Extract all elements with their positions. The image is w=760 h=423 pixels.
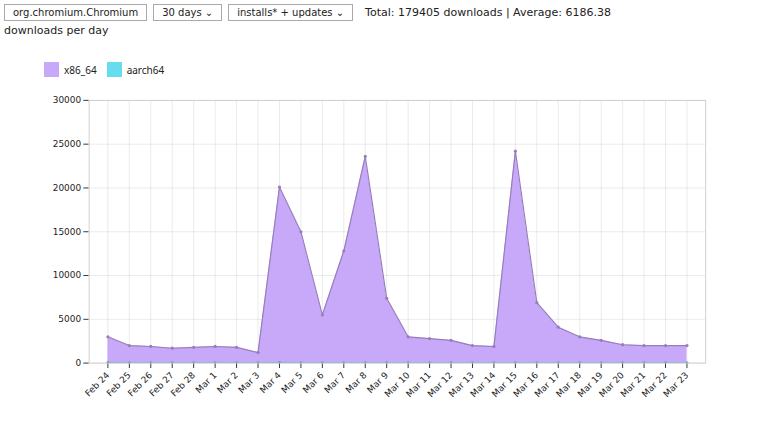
svg-text:Feb 26: Feb 26 (125, 370, 155, 399)
svg-text:Mar 18: Mar 18 (554, 370, 584, 399)
svg-text:Mar 13: Mar 13 (446, 370, 476, 399)
svg-text:Mar 16: Mar 16 (511, 370, 541, 399)
html-text:org.chromium.Chromium: org.chromium.Chromium (13, 7, 139, 18)
svg-text:Mar 4: Mar 4 (258, 370, 283, 395)
svg-text:0: 0 (75, 358, 81, 368)
html-text:installs* + updates ⌄: installs* + updates ⌄ (237, 7, 345, 18)
svg-text:Mar 6: Mar 6 (301, 370, 326, 395)
html-text:downloads per day: downloads per day (4, 24, 109, 37)
svg-text:15000: 15000 (53, 227, 82, 237)
svg-text:5000: 5000 (58, 314, 81, 324)
svg-text:Mar 14: Mar 14 (468, 370, 498, 399)
svg-text:Mar 17: Mar 17 (532, 370, 562, 399)
svg-text:Mar 10: Mar 10 (382, 370, 412, 399)
svg-text:Mar 21: Mar 21 (618, 370, 648, 399)
svg-text:Mar 22: Mar 22 (639, 370, 669, 399)
svg-text:Mar 1: Mar 1 (194, 370, 219, 395)
svg-text:Feb 25: Feb 25 (104, 370, 133, 399)
svg-text:Mar 2: Mar 2 (215, 370, 240, 395)
svg-text:20000: 20000 (53, 183, 82, 193)
svg-text:25000: 25000 (53, 139, 82, 149)
svg-text:Mar 5: Mar 5 (279, 370, 304, 395)
html-text:aarch64: aarch64 (126, 62, 165, 77)
svg-text:Feb 24: Feb 24 (83, 370, 112, 399)
svg-text:Mar 19: Mar 19 (575, 370, 605, 399)
svg-text:30000: 30000 (53, 95, 82, 105)
svg-text:Mar 20: Mar 20 (597, 370, 626, 399)
svg-text:Feb 27: Feb 27 (147, 370, 176, 399)
svg-text:10000: 10000 (53, 270, 82, 280)
html-text:Total: 179405 downloads | Aver: Total: 179405 downloads | Average: 6186.… (365, 6, 611, 19)
html-text:30 days ⌄: 30 days ⌄ (162, 7, 214, 18)
svg-text:Mar 3: Mar 3 (236, 370, 261, 395)
svg-text:Mar 7: Mar 7 (322, 370, 347, 395)
svg-text:Mar 23: Mar 23 (661, 370, 690, 399)
svg-text:Mar 9: Mar 9 (365, 370, 391, 395)
svg-text:Feb 28: Feb 28 (169, 370, 198, 399)
svg-text:Mar 11: Mar 11 (404, 370, 433, 399)
svg-text:Mar 12: Mar 12 (425, 370, 455, 399)
svg-text:Mar 15: Mar 15 (489, 370, 519, 399)
svg-text:Mar 8: Mar 8 (344, 370, 369, 395)
html-text:x86_64: x86_64 (64, 62, 97, 77)
